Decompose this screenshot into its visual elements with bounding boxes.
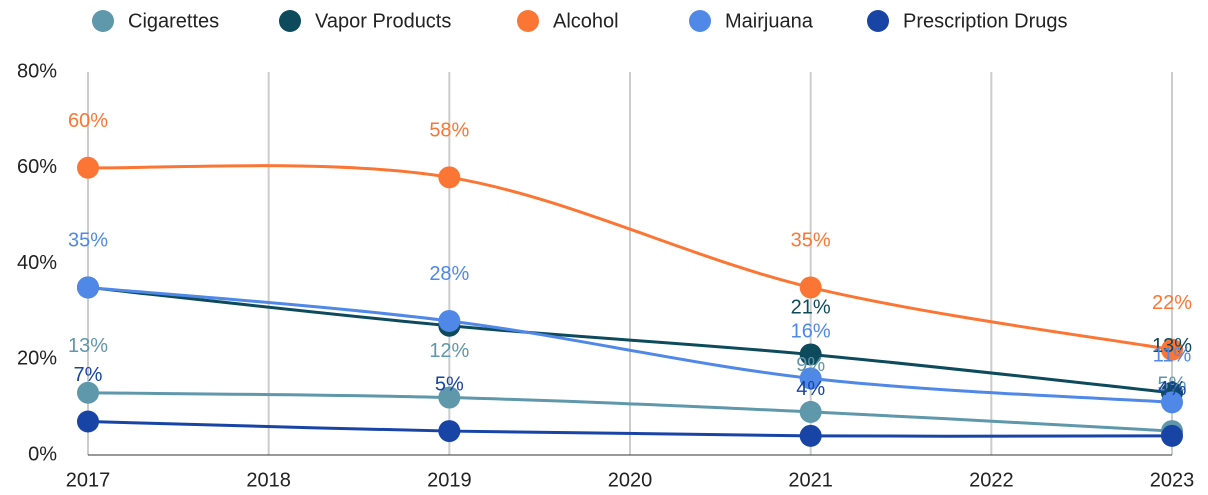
- data-label: 5%: [1158, 373, 1187, 395]
- data-label: 22%: [1152, 292, 1192, 314]
- y-tick-label: 40%: [17, 252, 57, 274]
- data-label: 4%: [796, 378, 825, 400]
- x-tick-label: 2019: [427, 469, 472, 491]
- series-line: [87, 391, 1173, 433]
- legend-marker: [279, 10, 301, 32]
- legend-label: Cigarettes: [128, 10, 219, 32]
- x-tick-label: 2017: [66, 469, 111, 491]
- data-label: 28%: [429, 263, 469, 285]
- data-point: [438, 386, 461, 409]
- series-line: [87, 164, 1173, 352]
- data-point: [799, 400, 822, 423]
- data-label: 11%: [1153, 345, 1192, 367]
- data-point: [799, 276, 822, 299]
- y-tick-label: 20%: [17, 348, 57, 370]
- data-point: [1161, 338, 1183, 361]
- legend-label: Vapor Products: [315, 10, 451, 32]
- data-label: 35%: [68, 230, 108, 252]
- data-label: 21%: [791, 297, 831, 319]
- data-point: [438, 309, 461, 332]
- y-tick-label: 60%: [17, 156, 57, 178]
- y-tick-label: 0%: [28, 443, 57, 465]
- legend-marker: [689, 10, 711, 32]
- x-tick-label: 2022: [969, 469, 1014, 491]
- data-label: 58%: [429, 120, 469, 142]
- x-tick-label: 2018: [246, 469, 291, 491]
- data-label: 60%: [68, 110, 108, 132]
- data-label: 16%: [791, 321, 831, 343]
- data-label: 13%: [1152, 335, 1192, 357]
- data-label: 5%: [435, 373, 464, 395]
- data-label: 12%: [429, 340, 469, 362]
- legend-marker: [867, 10, 889, 32]
- data-point: [438, 420, 461, 443]
- data-point: [799, 367, 822, 390]
- series-line: [87, 285, 1173, 404]
- data-point: [77, 276, 99, 299]
- data-point: [77, 381, 99, 404]
- legend-label: Prescription Drugs: [903, 10, 1068, 32]
- legend-label: Mairjuana: [725, 10, 814, 32]
- legend-marker: [92, 10, 114, 32]
- legend-marker: [517, 10, 539, 32]
- data-point: [1161, 424, 1183, 447]
- data-label: 9%: [796, 354, 825, 376]
- data-point: [438, 166, 461, 189]
- data-label: 4%: [1158, 378, 1187, 400]
- x-tick-label: 2021: [788, 469, 833, 491]
- data-point: [77, 156, 99, 179]
- series-line: [87, 285, 1173, 395]
- data-label: 13%: [68, 335, 108, 357]
- data-label: 35%: [791, 230, 831, 252]
- y-tick-label: 80%: [17, 60, 57, 82]
- series-line: [87, 419, 1173, 438]
- data-point: [77, 410, 99, 433]
- data-point: [799, 343, 822, 366]
- data-label: 7%: [74, 364, 103, 386]
- x-tick-label: 2020: [608, 469, 653, 491]
- x-tick-label: 2023: [1150, 469, 1195, 491]
- data-point: [799, 424, 822, 447]
- legend-label: Alcohol: [553, 10, 619, 32]
- data-point: [1161, 391, 1183, 414]
